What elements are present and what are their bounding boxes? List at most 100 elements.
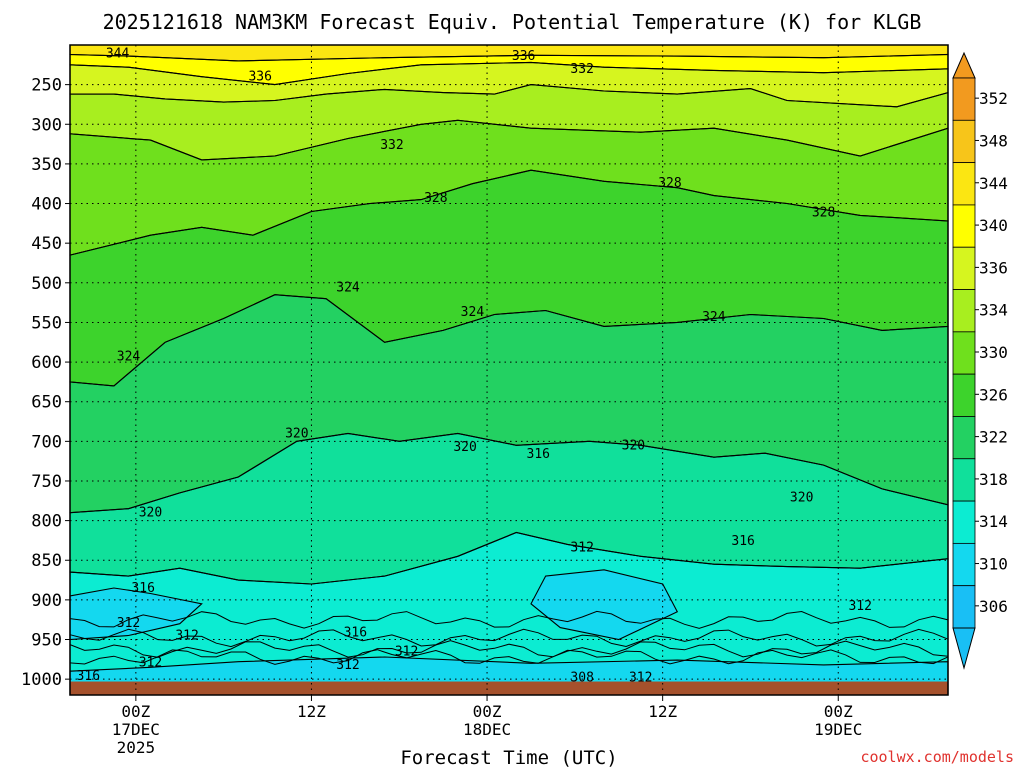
y-tick-label-250: 250 (31, 76, 62, 96)
theta-e-band-7 (70, 433, 948, 584)
contour-label-10: 324 (461, 305, 485, 320)
grid-lines (70, 45, 948, 695)
contour-label-8: 324 (336, 281, 360, 296)
colorbar-label-314: 314 (979, 512, 1008, 531)
theta-e-band-5 (70, 170, 948, 386)
x-tick-label-102-1: 19DEC (814, 720, 862, 739)
color-fill-layers (70, 45, 948, 695)
contour-label-19: 316 (131, 581, 154, 596)
y-tick-label-950: 950 (31, 631, 62, 651)
x-tick-label-54-0: 00Z (473, 702, 502, 721)
contour-label-4: 332 (380, 138, 403, 153)
contour-label-28: 312 (629, 671, 652, 686)
y-tick-label-850: 850 (31, 551, 62, 571)
contour-label-16: 320 (790, 491, 813, 506)
colorbar-bin-6 (952, 331, 976, 375)
colorbar-bin-3 (952, 204, 976, 248)
contour-label-30: 316 (77, 669, 100, 684)
colorbar-label-322: 322 (979, 428, 1008, 447)
colorbar-label-340: 340 (979, 216, 1008, 235)
theta-e-band-8 (70, 532, 948, 695)
colorbar-top-arrow (952, 51, 976, 79)
low-level-contour-0 (69, 610, 949, 629)
colorbar-bin-0 (952, 77, 976, 121)
theta-e-band-1 (70, 54, 948, 85)
y-tick-label-450: 450 (31, 234, 62, 254)
theta-e-band-2 (70, 62, 948, 107)
x-tick-label-30-0: 12Z (297, 702, 326, 721)
ground-fill (70, 681, 948, 695)
contour-labels: 344 336 336 332 332 328 328 328 324 324 324 324 320 3… (77, 47, 872, 686)
theta-e-band-0 (70, 45, 948, 61)
theta-e-band-4 (70, 120, 948, 256)
contour-label-15: 320 (139, 506, 162, 521)
x-tick-label-54-1: 18DEC (463, 720, 511, 739)
colorbar-label-348: 348 (979, 131, 1008, 150)
low-level-contour-2 (69, 640, 949, 658)
colorbar-bin-8 (952, 416, 976, 460)
theta-e-band-3 (70, 84, 948, 160)
colorbar-label-310: 310 (979, 555, 1008, 574)
plot-frame (69, 44, 949, 696)
low-level-contour-3 (69, 649, 949, 665)
contour-label-27: 312 (848, 599, 871, 614)
y-tick-label-650: 650 (31, 393, 62, 413)
contour-label-29: 308 (570, 671, 593, 686)
colorbar-bin-5 (952, 289, 976, 333)
y-tick-label-300: 300 (31, 115, 62, 135)
theta-e-band-6 (70, 294, 948, 513)
contour-line-9 (69, 587, 203, 641)
contour-label-1: 336 (248, 70, 271, 85)
colorbar: 352 348 344 340 336 334 330 326 322 318 314 310 306 (952, 51, 1008, 670)
colorbar-label-334: 334 (979, 301, 1008, 320)
contour-label-0: 344 (106, 47, 130, 62)
contour-label-25: 312 (336, 658, 359, 673)
y-tick-label-800: 800 (31, 512, 62, 532)
colorbar-bin-11 (952, 542, 976, 587)
contour-label-17: 316 (527, 447, 550, 462)
contour-label-11: 324 (702, 310, 726, 325)
colorbar-label-326: 326 (979, 385, 1008, 404)
colorbar-bin-9 (952, 458, 976, 502)
x-tick-label-6-0: 00Z (121, 702, 150, 721)
contour-label-6: 328 (658, 176, 681, 191)
colorbar-bin-2 (952, 162, 976, 206)
x-tick-label-102-0: 00Z (824, 702, 853, 721)
contour-label-14: 320 (622, 438, 645, 453)
y-tick-label-1000: 1000 (21, 670, 62, 690)
ground-layer (70, 681, 948, 695)
colorbar-bin-10 (952, 500, 976, 544)
contour-label-22: 312 (117, 616, 140, 631)
contour-label-13: 320 (453, 440, 476, 455)
colorbar-label-306: 306 (979, 597, 1008, 616)
x-tick-label-6-1: 17DEC (112, 720, 160, 739)
y-axis: 250 300 350 400 450 500 550 600 650 700 750 800 850 9… (21, 76, 70, 690)
contour-label-2: 336 (512, 49, 535, 64)
contour-label-3: 332 (570, 62, 593, 77)
colorbar-label-344: 344 (979, 174, 1008, 193)
contour-label-26: 312 (139, 656, 162, 671)
contour-label-24: 312 (395, 644, 418, 659)
contour-label-23: 312 (175, 629, 198, 644)
x-tick-label-6-2: 2025 (117, 738, 156, 757)
y-tick-label-500: 500 (31, 274, 62, 294)
x-axis-label: Forecast Time (UTC) (400, 747, 617, 768)
y-tick-label-600: 600 (31, 353, 62, 373)
colorbar-label-336: 336 (979, 258, 1008, 277)
contour-line-10 (530, 569, 679, 641)
colorbar-bin-12 (952, 585, 976, 629)
contour-label-5: 328 (424, 191, 447, 206)
credit-label: coolwx.com/models (860, 748, 1014, 766)
contour-label-9: 324 (117, 350, 141, 365)
colorbar-bin-7 (952, 373, 976, 417)
contour-label-12: 320 (285, 426, 308, 441)
chart-title: 2025121618 NAM3KM Forecast Equiv. Potent… (103, 10, 922, 34)
colorbar-label-318: 318 (979, 470, 1008, 489)
colorbar-bin-1 (952, 119, 976, 164)
colorbar-bin-4 (952, 246, 976, 290)
y-tick-label-350: 350 (31, 155, 62, 175)
contour-label-20: 316 (344, 625, 367, 640)
contour-label-18: 316 (731, 534, 754, 549)
